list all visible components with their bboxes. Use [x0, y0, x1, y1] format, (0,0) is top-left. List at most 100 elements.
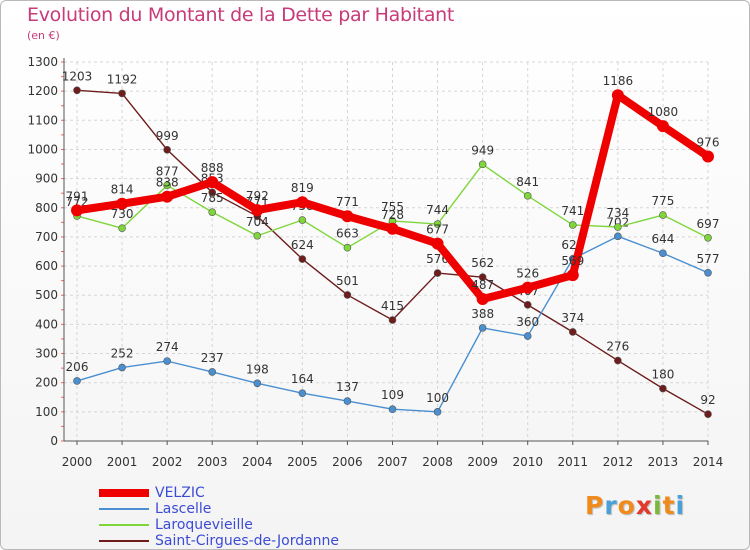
- data-point-laroquevieille-2013: [659, 211, 667, 219]
- data-point-lascelle-2012: [614, 232, 622, 241]
- data-label-saint-cirgues-de-jordanne-2009: 562: [471, 256, 494, 270]
- data-point-laroquevieille-2009: [478, 160, 487, 169]
- data-label-velzic-2012: 1186: [603, 74, 634, 88]
- legend-swatch-lascelle: [99, 508, 149, 510]
- x-tick-label-2001: 2001: [107, 455, 138, 469]
- logo-letter: i: [675, 491, 686, 520]
- legend-label-lascelle: Lascelle: [155, 501, 212, 517]
- data-point-laroquevieille-2002: [163, 181, 171, 190]
- data-label-velzic-2003: 888: [201, 161, 224, 175]
- data-point-saint-cirgues-de-jordanne-2000: [73, 86, 81, 95]
- data-label-laroquevieille-2003: 785: [201, 191, 224, 205]
- data-label-laroquevieille-2010: 841: [516, 175, 539, 189]
- data-point-saint-cirgues-de-jordanne-2008: [433, 269, 442, 277]
- data-label-laroquevieille-2007: 755: [381, 200, 404, 214]
- data-point-lascelle-2010: [523, 332, 532, 340]
- data-label-velzic-2013: 1080: [648, 105, 679, 119]
- proxiti-logo: Proxiti: [585, 491, 685, 520]
- data-point-lascelle-2007: [388, 405, 397, 414]
- data-point-lascelle-2008: [433, 408, 442, 416]
- data-label-lascelle-2008: 100: [426, 391, 449, 405]
- y-tick-label-1200: 1200: [27, 84, 58, 98]
- data-label-velzic-2009: 487: [471, 278, 494, 292]
- data-label-saint-cirgues-de-jordanne-2006: 501: [336, 274, 359, 288]
- y-tick-label-700: 700: [35, 230, 58, 244]
- data-point-velzic-2014: [702, 150, 714, 163]
- data-point-lascelle-2006: [343, 397, 352, 405]
- x-tick-label-2012: 2012: [603, 455, 634, 469]
- data-point-velzic-2001: [116, 197, 129, 210]
- x-tick-label-2008: 2008: [422, 455, 453, 469]
- data-point-lascelle-2003: [208, 368, 217, 376]
- y-tick-label-800: 800: [35, 201, 58, 215]
- data-label-saint-cirgues-de-jordanne-2005: 624: [291, 238, 314, 252]
- data-label-laroquevieille-2011: 741: [561, 204, 584, 218]
- data-label-laroquevieille-2008: 744: [426, 203, 449, 217]
- data-point-velzic-2013: [656, 120, 669, 133]
- data-point-saint-cirgues-de-jordanne-2005: [298, 255, 307, 263]
- data-point-laroquevieille-2001: [118, 224, 126, 232]
- data-label-lascelle-2009: 388: [471, 307, 494, 321]
- x-tick-label-2013: 2013: [648, 455, 679, 469]
- legend: VELZIC Lascelle Laroquevieille Saint-Cir…: [99, 485, 339, 549]
- data-point-saint-cirgues-de-jordanne-2014: [704, 410, 712, 418]
- data-point-velzic-2012: [611, 89, 624, 102]
- data-label-lascelle-2010: 360: [516, 315, 539, 329]
- data-label-velzic-2007: 728: [381, 208, 404, 222]
- data-label-lascelle-2014: 577: [697, 252, 720, 266]
- data-label-laroquevieille-2004: 704: [246, 215, 269, 229]
- data-label-saint-cirgues-de-jordanne-2011: 374: [561, 311, 584, 325]
- legend-label-laroquevieille: Laroquevieille: [155, 517, 253, 533]
- data-label-laroquevieille-2013: 775: [651, 194, 674, 208]
- data-label-laroquevieille-2014: 697: [697, 217, 720, 231]
- data-label-laroquevieille-2000: 772: [66, 195, 89, 209]
- data-point-laroquevieille-2008: [433, 220, 442, 228]
- data-point-saint-cirgues-de-jordanne-2001: [118, 89, 126, 98]
- data-point-lascelle-2001: [118, 363, 126, 372]
- data-point-saint-cirgues-de-jordanne-2006: [343, 291, 352, 299]
- data-point-saint-cirgues-de-jordanne-2002: [163, 145, 171, 154]
- data-label-saint-cirgues-de-jordanne-2013: 180: [651, 368, 674, 382]
- data-point-velzic-2002: [161, 190, 174, 203]
- data-label-lascelle-2000: 206: [66, 360, 89, 374]
- y-tick-label-300: 300: [35, 347, 58, 361]
- data-point-velzic-2011: [566, 269, 579, 282]
- chart-title: Evolution du Montant de la Dette par Hab…: [27, 4, 455, 26]
- data-point-laroquevieille-2012: [614, 223, 622, 231]
- data-point-velzic-2004: [251, 204, 264, 217]
- data-label-velzic-2001: 814: [111, 183, 134, 197]
- x-tick-label-2004: 2004: [242, 455, 273, 469]
- data-point-velzic-2005: [296, 196, 309, 209]
- data-point-velzic-2010: [521, 281, 534, 294]
- logo-letter: t: [662, 491, 676, 520]
- legend-item-laroquevieille: Laroquevieille: [99, 517, 339, 533]
- data-label-velzic-2011: 569: [561, 254, 584, 268]
- data-label-laroquevieille-2002: 877: [156, 164, 179, 178]
- x-tick-label-2014: 2014: [693, 455, 724, 469]
- data-label-lascelle-2013: 644: [651, 232, 674, 246]
- data-point-lascelle-2002: [163, 357, 171, 365]
- data-point-velzic-2007: [386, 222, 399, 235]
- data-label-saint-cirgues-de-jordanne-2007: 415: [381, 299, 404, 313]
- legend-label-saint-cirgues: Saint-Cirgues-de-Jordanne: [155, 533, 340, 549]
- logo-letter: o: [617, 491, 636, 520]
- data-point-saint-cirgues-de-jordanne-2007: [388, 316, 397, 324]
- y-tick-label-600: 600: [35, 259, 58, 273]
- data-point-laroquevieille-2011: [568, 221, 577, 229]
- legend-item-saint-cirgues: Saint-Cirgues-de-Jordanne: [99, 533, 339, 549]
- y-tick-label-200: 200: [35, 376, 58, 390]
- data-label-velzic-2004: 792: [246, 189, 269, 203]
- data-point-laroquevieille-2003: [208, 208, 217, 216]
- y-tick-label-1000: 1000: [27, 142, 58, 156]
- x-tick-label-2010: 2010: [512, 455, 543, 469]
- data-point-velzic-2006: [341, 210, 354, 223]
- data-label-saint-cirgues-de-jordanne-2012: 276: [606, 340, 629, 354]
- data-label-saint-cirgues-de-jordanne-2014: 92: [700, 393, 715, 407]
- data-label-saint-cirgues-de-jordanne-2002: 999: [156, 129, 179, 143]
- data-point-saint-cirgues-de-jordanne-2003: [208, 188, 217, 197]
- data-point-saint-cirgues-de-jordanne-2012: [614, 356, 622, 365]
- data-point-saint-cirgues-de-jordanne-2013: [659, 384, 667, 393]
- y-tick-label-100: 100: [35, 405, 58, 419]
- data-point-lascelle-2000: [73, 377, 81, 385]
